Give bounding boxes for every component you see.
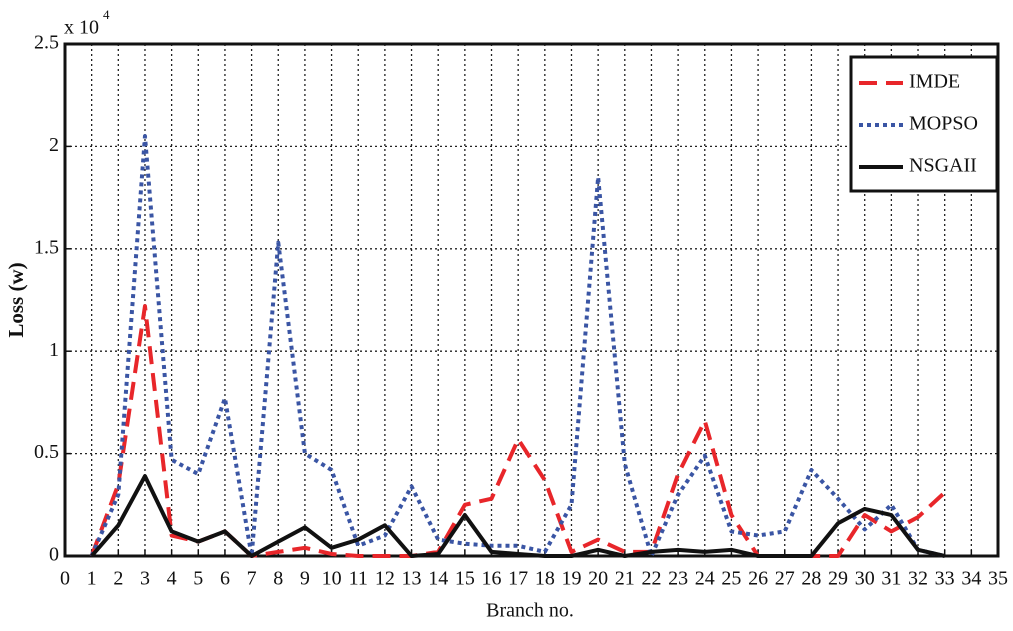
x-tick-label: 33 — [935, 568, 955, 590]
legend-label: NSGAII — [909, 155, 977, 177]
y-tick-label: 0.5 — [34, 441, 59, 463]
x-tick-label: 17 — [508, 568, 528, 590]
x-tick-label: 34 — [961, 568, 981, 590]
x-axis-label: Branch no. — [486, 600, 574, 622]
x-tick-label: 8 — [273, 568, 283, 590]
x-tick-label: 5 — [193, 568, 203, 590]
x-tick-label: 29 — [828, 568, 848, 590]
x-tick-label: 25 — [721, 568, 741, 590]
y-tick-label: 2 — [49, 134, 59, 156]
x-tick-label: 1 — [87, 568, 97, 590]
x-tick-label: 18 — [535, 568, 555, 590]
x-tick-label: 23 — [668, 568, 688, 590]
x-tick-label: 14 — [428, 568, 448, 590]
x-tick-label: 32 — [908, 568, 928, 590]
x-tick-label: 30 — [855, 568, 875, 590]
x-tick-label: 7 — [247, 568, 257, 590]
series-line — [89, 134, 946, 558]
x-tick-label: 35 — [988, 568, 1008, 590]
y-axis-label: Loss (w) — [4, 262, 28, 337]
x-tick-label: 16 — [482, 568, 502, 590]
y-tick-label: 1 — [49, 339, 59, 361]
x-tick-label: 28 — [801, 568, 821, 590]
legend-label: MOPSO — [909, 113, 978, 135]
y-scale-exponent: 4 — [103, 7, 110, 22]
x-tick-label: 19 — [561, 568, 581, 590]
x-tick-label: 10 — [322, 568, 342, 590]
x-tick-label: 0 — [60, 568, 70, 590]
legend-label: IMDE — [909, 71, 960, 93]
x-tick-label: 4 — [167, 568, 177, 590]
series-line — [90, 474, 946, 558]
x-tick-label: 22 — [641, 568, 661, 590]
y-scale-base: x 10 — [64, 17, 99, 39]
x-tick-label: 31 — [881, 568, 901, 590]
x-tick-label: 6 — [220, 568, 230, 590]
x-tick-label: 11 — [349, 568, 368, 590]
y-tick-label: 0 — [49, 544, 59, 566]
x-tick-label: 12 — [375, 568, 395, 590]
y-tick-label: 1.5 — [34, 236, 59, 258]
x-tick-label: 20 — [588, 568, 608, 590]
x-tick-label: 26 — [748, 568, 768, 590]
x-tick-label: 13 — [402, 568, 422, 590]
x-tick-label: 24 — [695, 568, 715, 590]
x-tick-label: 9 — [300, 568, 310, 590]
x-tick-label: 27 — [775, 568, 795, 590]
x-tick-label: 21 — [615, 568, 635, 590]
x-tick-label: 2 — [113, 568, 123, 590]
y-tick-label: 2.5 — [34, 32, 59, 54]
series-line — [89, 304, 947, 558]
x-tick-label: 3 — [140, 568, 150, 590]
x-tick-label: 15 — [455, 568, 475, 590]
